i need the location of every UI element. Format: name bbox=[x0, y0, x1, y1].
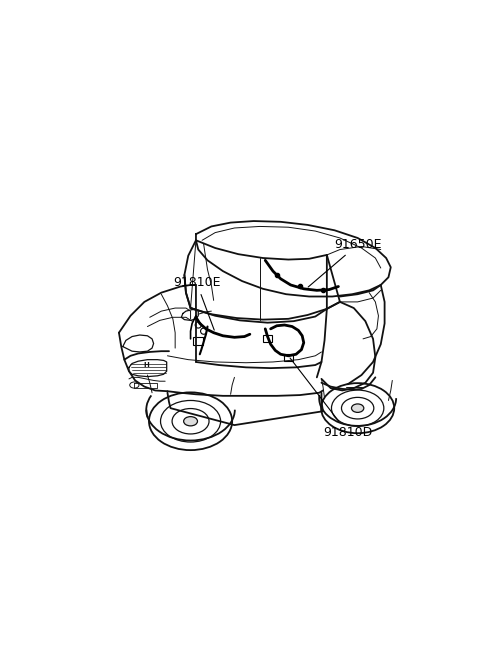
Ellipse shape bbox=[184, 417, 197, 426]
Text: H: H bbox=[143, 362, 149, 368]
Text: 91810E: 91810E bbox=[173, 276, 220, 330]
Ellipse shape bbox=[351, 404, 364, 413]
Text: 91650E: 91650E bbox=[308, 238, 382, 287]
Text: 91810D: 91810D bbox=[290, 358, 372, 440]
